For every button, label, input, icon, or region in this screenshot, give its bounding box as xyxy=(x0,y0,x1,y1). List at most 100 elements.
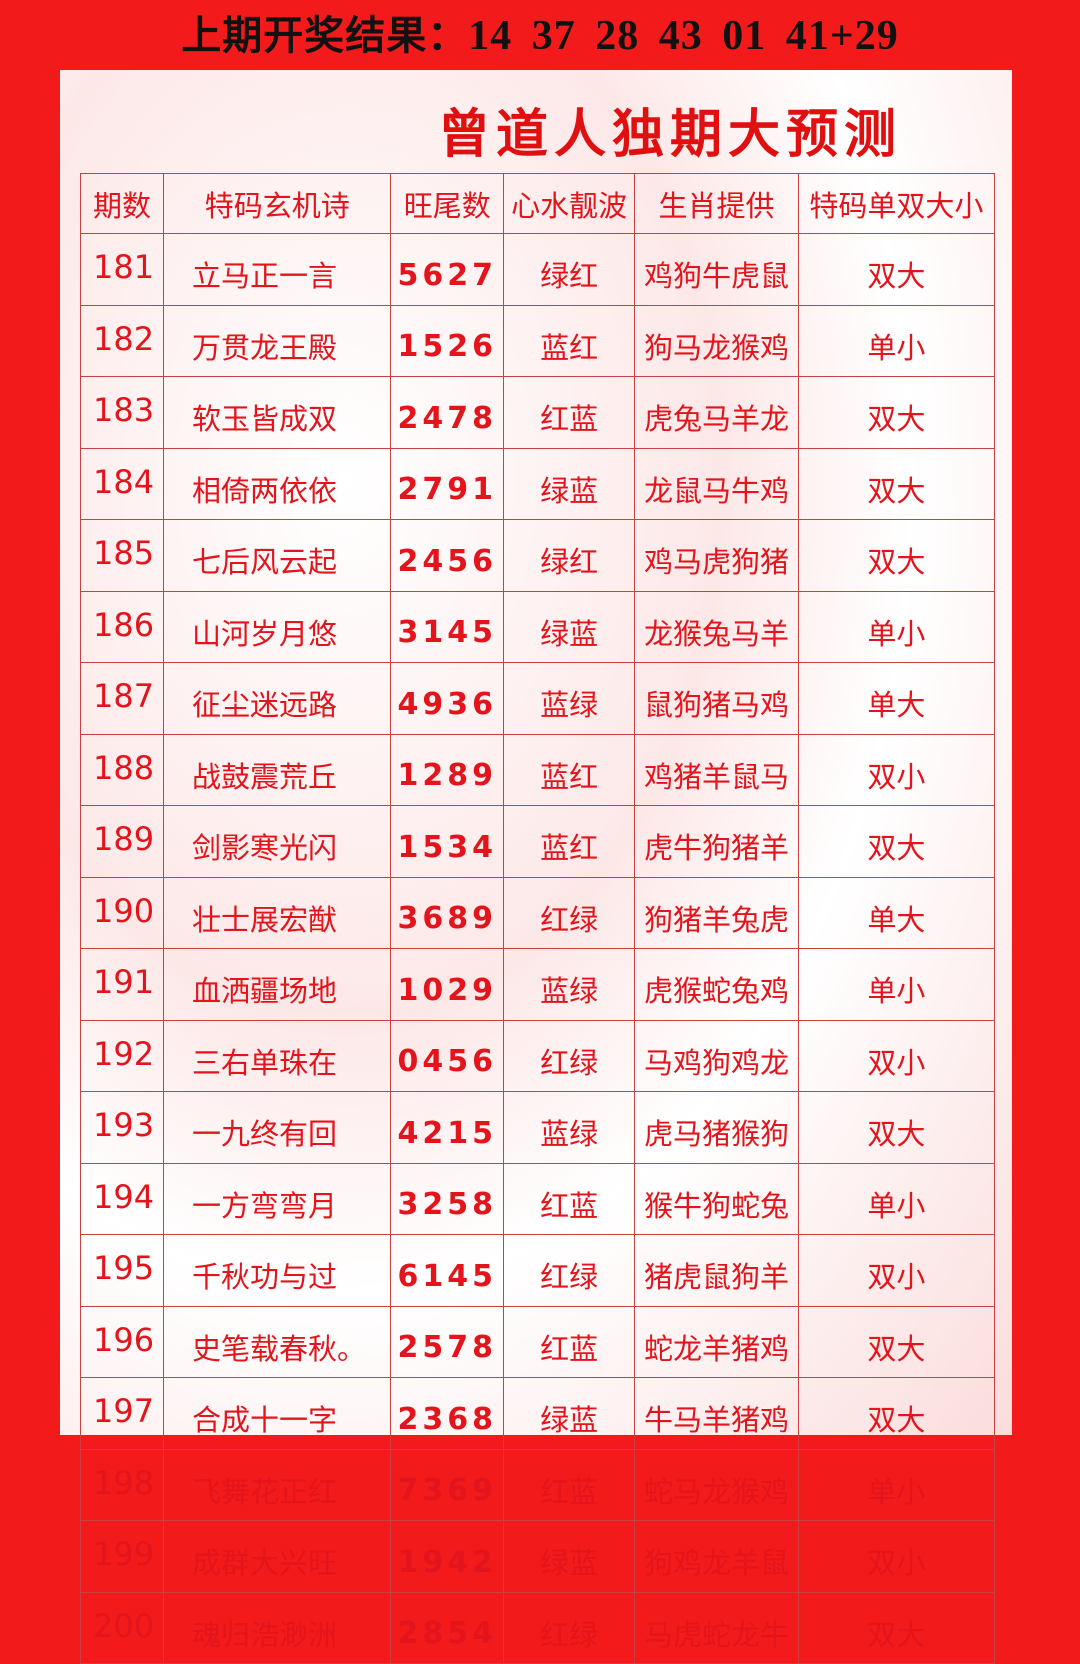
table-row: 188 战鼓震荒丘 1289 蓝红 鸡猪羊鼠马 双小 xyxy=(80,733,996,806)
cell-tail: 2456 xyxy=(390,519,505,592)
cell-wave: 绿红 xyxy=(503,233,636,306)
cell-size: 双小 xyxy=(797,1019,996,1092)
cell-zodiac: 马鸡狗鸡龙 xyxy=(634,1019,799,1092)
cell-period: 192 xyxy=(80,1019,164,1092)
cell-wave: 蓝绿 xyxy=(503,1091,636,1164)
cell-wave: 绿蓝 xyxy=(503,447,636,520)
cell-tail: 2368 xyxy=(390,1377,505,1450)
cell-wave: 绿红 xyxy=(503,519,636,592)
cell-size: 单小 xyxy=(797,304,996,377)
cell-tail: 4936 xyxy=(390,662,505,735)
cell-poem: 血洒疆场地 xyxy=(162,948,392,1021)
cell-zodiac: 狗猪羊兔虎 xyxy=(634,876,799,949)
cell-poem: 飞舞花正红 xyxy=(162,1448,392,1521)
cell-poem: 软玉皆成双 xyxy=(162,376,392,449)
cell-tail: 1942 xyxy=(390,1520,505,1593)
cell-period: 190 xyxy=(80,876,164,949)
cell-zodiac: 狗鸡龙羊鼠 xyxy=(634,1520,799,1593)
cell-wave: 红绿 xyxy=(503,1591,636,1664)
table-row: 197 合成十一字 2368 绿蓝 牛马羊猪鸡 双大 xyxy=(80,1377,996,1450)
cell-period: 191 xyxy=(80,948,164,1021)
cell-poem: 七后风云起 xyxy=(162,519,392,592)
cell-size: 双大 xyxy=(797,1591,996,1664)
header-tail: 旺尾数 xyxy=(390,173,505,234)
table-row: 199 成群大兴旺 1942 绿蓝 狗鸡龙羊鼠 双小 xyxy=(80,1520,996,1593)
cell-poem: 山河岁月悠 xyxy=(162,590,392,663)
cell-tail: 2791 xyxy=(390,447,505,520)
prediction-table: 期数 特码玄机诗 旺尾数 心水靓波 生肖提供 特码单双大小 181 立马正一言 5627 绿红鸡… xyxy=(80,173,996,1664)
cell-period: 185 xyxy=(80,519,164,592)
cell-poem: 合成十一字 xyxy=(162,1377,392,1450)
cell-tail: 0456 xyxy=(390,1019,505,1092)
cell-zodiac: 牛马羊猪鸡 xyxy=(634,1377,799,1450)
table-row: 193 一九终有回 4215 蓝绿 虎马猪猴狗 双大 xyxy=(80,1091,996,1164)
cell-wave: 绿蓝 xyxy=(503,1377,636,1450)
cell-poem: 万贯龙王殿 xyxy=(162,304,392,377)
last-result-banner: 上期开奖结果：14 37 28 43 01 41+29 xyxy=(0,6,1080,66)
cell-poem: 魂归浩渺洲 xyxy=(162,1591,392,1664)
cell-size: 单小 xyxy=(797,1448,996,1521)
cell-zodiac: 马虎蛇龙牛 xyxy=(634,1591,799,1664)
cell-period: 189 xyxy=(80,805,164,878)
cell-period: 198 xyxy=(80,1448,164,1521)
header-period: 期数 xyxy=(80,173,164,234)
table-row: 195 千秋功与过 6145 红绿 猪虎鼠狗羊 双小 xyxy=(80,1234,996,1307)
cell-poem: 征尘迷远路 xyxy=(162,662,392,735)
cell-tail: 6145 xyxy=(390,1234,505,1307)
table-row: 187 征尘迷远路 4936 蓝绿 鼠狗猪马鸡 单大 xyxy=(80,662,996,735)
cell-zodiac: 鼠狗猪马鸡 xyxy=(634,662,799,735)
cell-size: 双大 xyxy=(797,1377,996,1450)
cell-wave: 蓝红 xyxy=(503,304,636,377)
table-row: 191 血洒疆场地 1029 蓝绿 虎猴蛇兔鸡 单小 xyxy=(80,948,996,1021)
cell-poem: 立马正一言 xyxy=(162,233,392,306)
cell-poem: 成群大兴旺 xyxy=(162,1520,392,1593)
cell-poem: 一方弯弯月 xyxy=(162,1162,392,1235)
table-row: 183 软玉皆成双 2478 红蓝 虎兔马羊龙 双大 xyxy=(80,376,996,449)
cell-size: 双小 xyxy=(797,733,996,806)
cell-zodiac: 龙猴兔马羊 xyxy=(634,590,799,663)
cell-size: 单小 xyxy=(797,948,996,1021)
table-row: 185 七后风云起 2456 绿红 鸡马虎狗猪 双大 xyxy=(80,519,996,592)
cell-poem: 剑影寒光闪 xyxy=(162,805,392,878)
cell-wave: 蓝红 xyxy=(503,733,636,806)
table-header-row: 期数 特码玄机诗 旺尾数 心水靓波 生肖提供 特码单双大小 xyxy=(80,173,996,234)
cell-period: 188 xyxy=(80,733,164,806)
cell-zodiac: 蛇龙羊猪鸡 xyxy=(634,1305,799,1378)
header-size: 特码单双大小 xyxy=(797,173,996,234)
cell-zodiac: 猴牛狗蛇兔 xyxy=(634,1162,799,1235)
cell-zodiac: 鸡猪羊鼠马 xyxy=(634,733,799,806)
cell-period: 194 xyxy=(80,1162,164,1235)
cell-size: 双小 xyxy=(797,1520,996,1593)
cell-size: 双大 xyxy=(797,233,996,306)
last-result-numbers: 14 37 28 43 01 41+29 xyxy=(468,13,899,59)
cell-poem: 千秋功与过 xyxy=(162,1234,392,1307)
table-row: 194 一方弯弯月 3258 红蓝 猴牛狗蛇兔 单小 xyxy=(80,1162,996,1235)
cell-size: 单小 xyxy=(797,1162,996,1235)
cell-period: 196 xyxy=(80,1305,164,1378)
cell-period: 182 xyxy=(80,304,164,377)
cell-wave: 红绿 xyxy=(503,1234,636,1307)
table-row: 200 魂归浩渺洲 2854 红绿 马虎蛇龙牛 双大 xyxy=(80,1591,996,1664)
cell-size: 双大 xyxy=(797,519,996,592)
cell-size: 双大 xyxy=(797,376,996,449)
cell-period: 195 xyxy=(80,1234,164,1307)
page-title: 曾道人独期大预测 xyxy=(437,105,902,165)
table-row: 189 剑影寒光闪 1534 蓝红 虎牛狗猪羊 双大 xyxy=(80,805,996,878)
cell-zodiac: 龙鼠马牛鸡 xyxy=(634,447,799,520)
cell-wave: 红蓝 xyxy=(503,376,636,449)
cell-size: 双大 xyxy=(797,1305,996,1378)
cell-period: 186 xyxy=(80,590,164,663)
cell-wave: 红绿 xyxy=(503,1019,636,1092)
cell-zodiac: 虎猴蛇兔鸡 xyxy=(634,948,799,1021)
cell-poem: 史笔载春秋。 xyxy=(162,1305,392,1378)
cell-zodiac: 虎牛狗猪羊 xyxy=(634,805,799,878)
header-poem: 特码玄机诗 xyxy=(162,173,392,234)
cell-period: 199 xyxy=(80,1520,164,1593)
cell-poem: 一九终有回 xyxy=(162,1091,392,1164)
table-row: 192 三右单珠在 0456 红绿 马鸡狗鸡龙 双小 xyxy=(80,1019,996,1092)
cell-tail: 2854 xyxy=(390,1591,505,1664)
cell-tail: 1289 xyxy=(390,733,505,806)
cell-zodiac: 猪虎鼠狗羊 xyxy=(634,1234,799,1307)
cell-tail: 5627 xyxy=(390,233,505,306)
cell-size: 双大 xyxy=(797,805,996,878)
